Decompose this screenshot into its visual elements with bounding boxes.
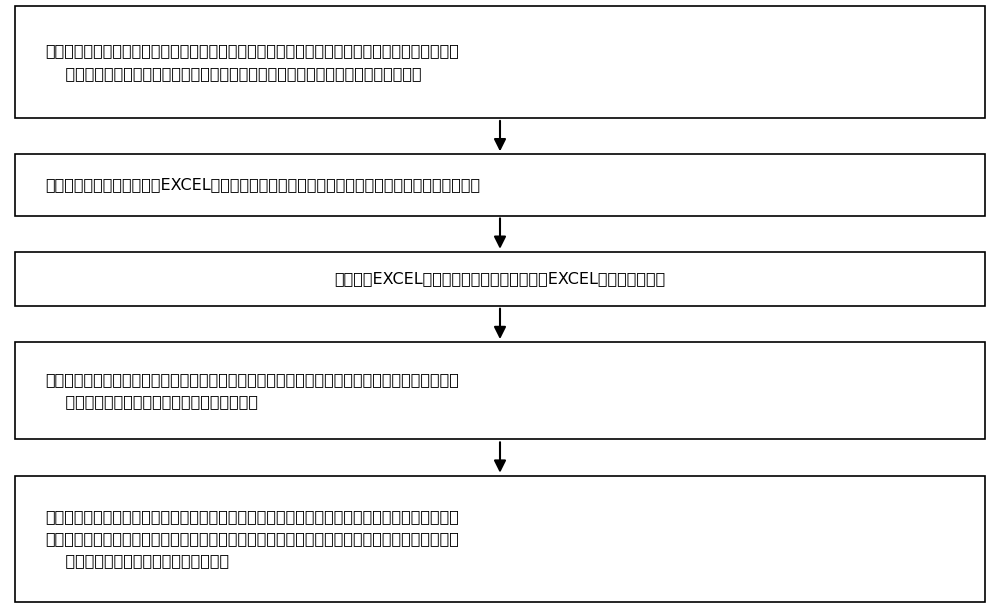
- Bar: [15, 154, 985, 215]
- Text: 步骤四：柜图的显示修改和校验：生成柜图并弹出柜图文件保存界面，实时下载查看柜图；如有误
    可即时修改；采用人工校对方式进行内容校对: 步骤四：柜图的显示修改和校验：生成柜图并弹出柜图文件保存界面，实时下载查看柜图；…: [45, 372, 459, 409]
- Bar: [15, 252, 985, 306]
- Text: 步骤五：柜图的组装生产和发货：根据配置组件生成控制器柜图，计算组装所需辅料，录入生产系
统；采用一致性的柜图，制作的材料清单样式统一，极大减少原始物料的型号；生: 步骤五：柜图的组装生产和发货：根据配置组件生成控制器柜图，计算组装所需辅料，录入…: [45, 509, 459, 568]
- Bar: [15, 342, 985, 440]
- Text: 步骤二：排版组件录入；在EXCEL的单据中录入消防系统控制器所需配置组件，包括如下逻辑判断: 步骤二：排版组件录入；在EXCEL的单据中录入消防系统控制器所需配置组件，包括如…: [45, 178, 480, 192]
- Text: 步骤三：EXCEL中体现对应关系：建立柜图与EXCEL的一一对应关系: 步骤三：EXCEL中体现对应关系：建立柜图与EXCEL的一一对应关系: [334, 271, 666, 286]
- Bar: [15, 475, 985, 602]
- Text: 步骤一：消防设备型号的确定：根据消防设备型号，将相同功能模块采用统一的样式提前预生产，
    形成标准排版模型；标准排版模型的参数包括组件、型号、数量、匹配规: 步骤一：消防设备型号的确定：根据消防设备型号，将相同功能模块采用统一的样式提前预…: [45, 43, 459, 81]
- Bar: [15, 6, 985, 118]
